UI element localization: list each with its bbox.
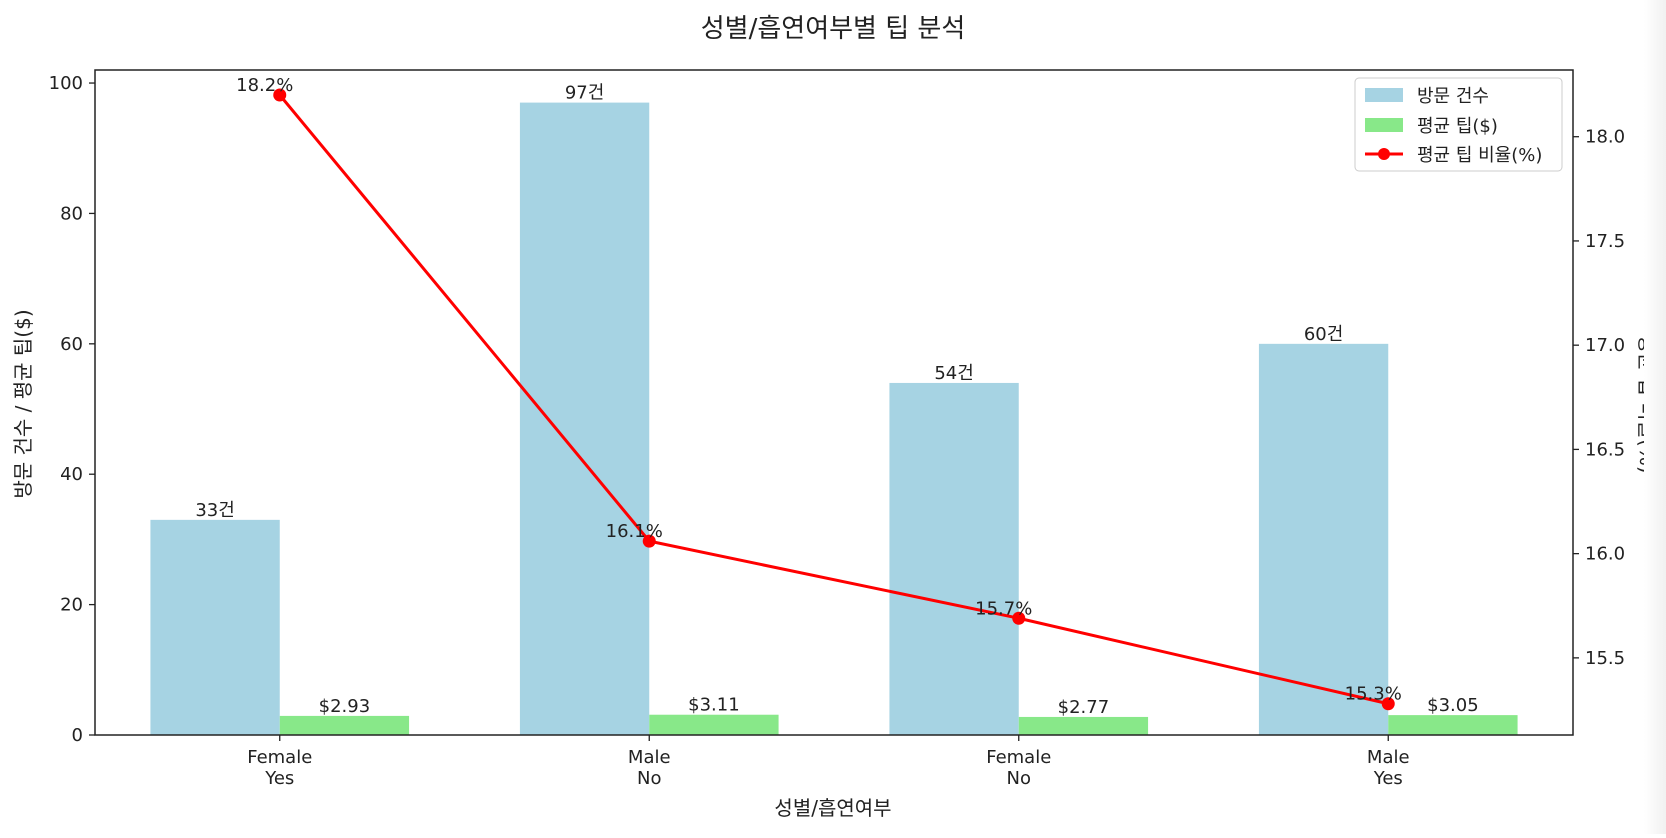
legend-marker-rate xyxy=(1378,148,1390,160)
chart-marks: 33건 $2.93 97건 $3.11 54건 $2.77 60건 $3.05 18.2% 16.… xyxy=(150,75,1518,736)
x-tick-label: Yes xyxy=(264,768,294,789)
y-tick-label: 40 xyxy=(60,464,83,485)
y2-tick-label: 18.0 xyxy=(1585,127,1625,148)
visit-count-label: 54건 xyxy=(934,363,973,384)
avg-tip-label: $3.05 xyxy=(1427,695,1479,716)
avg-tip-bar xyxy=(649,714,779,735)
x-axis-label: 성별/흡연여부 xyxy=(774,796,891,820)
avg-tip-bar xyxy=(1018,716,1149,735)
legend-box xyxy=(1354,77,1563,172)
legend-label-visits: 방문 건수 xyxy=(1417,86,1489,107)
y2-tick-label: 15.5 xyxy=(1585,648,1625,669)
tip-rate-point xyxy=(1012,611,1026,625)
tip-rate-label: 15.3% xyxy=(1345,684,1402,705)
avg-tip-label: $2.77 xyxy=(1058,697,1110,718)
visit-count-label: 60건 xyxy=(1304,324,1343,345)
legend-label-tips: 평균 팁($) xyxy=(1417,116,1498,137)
chart-title: 성별/흡연여부별 팁 분석 xyxy=(701,14,966,44)
visit-count-label: 97건 xyxy=(565,83,604,104)
y2-tick-label: 17.5 xyxy=(1585,231,1625,252)
y2-tick-label: 17.0 xyxy=(1585,335,1625,356)
visit-count-bar xyxy=(1258,343,1389,735)
y-tick-label: 20 xyxy=(60,595,83,616)
tip-rate-point xyxy=(273,88,287,102)
x-tick-label: Female xyxy=(247,747,312,768)
tip-rate-point xyxy=(1381,697,1395,711)
y2-tick-label: 16.0 xyxy=(1585,544,1625,565)
avg-tip-label: $3.11 xyxy=(688,695,740,716)
y2-tick-label: 16.5 xyxy=(1585,439,1625,460)
visit-count-label: 33건 xyxy=(195,500,234,521)
legend-swatch-tips xyxy=(1365,118,1403,132)
avg-tip-bar xyxy=(1388,715,1518,735)
legend-swatch-visits xyxy=(1365,88,1403,102)
x-tick-label: Yes xyxy=(1373,768,1403,789)
x-tick-label: Male xyxy=(1367,747,1410,768)
y-tick-label: 100 xyxy=(49,73,83,94)
window-edge xyxy=(1644,0,1666,834)
tip-rate-label: 18.2% xyxy=(236,75,293,96)
avg-tip-bar xyxy=(279,715,410,735)
visit-count-bar xyxy=(150,519,280,735)
y-tick-label: 60 xyxy=(60,334,83,355)
chart-axes: 0 20 40 60 80 100 15.5 16.0 16.5 17.0 17.5 18.0 Fema… xyxy=(49,69,1625,789)
x-tick-label: Male xyxy=(628,747,671,768)
y-axis-label: 방문 건수 / 평균 팁($) xyxy=(11,309,35,498)
visit-count-bar xyxy=(519,102,650,736)
x-tick-label: Female xyxy=(986,747,1051,768)
tip-rate-label: 16.1% xyxy=(606,521,663,542)
avg-tip-label: $2.93 xyxy=(319,696,371,717)
y-tick-label: 80 xyxy=(60,203,83,224)
tip-rate-label: 15.7% xyxy=(975,598,1032,619)
x-tick-label: No xyxy=(1007,768,1031,789)
y-tick-label: 0 xyxy=(72,725,83,746)
tip-rate-point xyxy=(642,534,656,548)
plot-frame xyxy=(94,69,1574,736)
x-tick-label: No xyxy=(637,768,661,789)
visit-count-bar xyxy=(889,382,1019,735)
legend-label-rate: 평균 팁 비율(%) xyxy=(1417,145,1542,166)
tip-rate-line xyxy=(278,94,1389,706)
